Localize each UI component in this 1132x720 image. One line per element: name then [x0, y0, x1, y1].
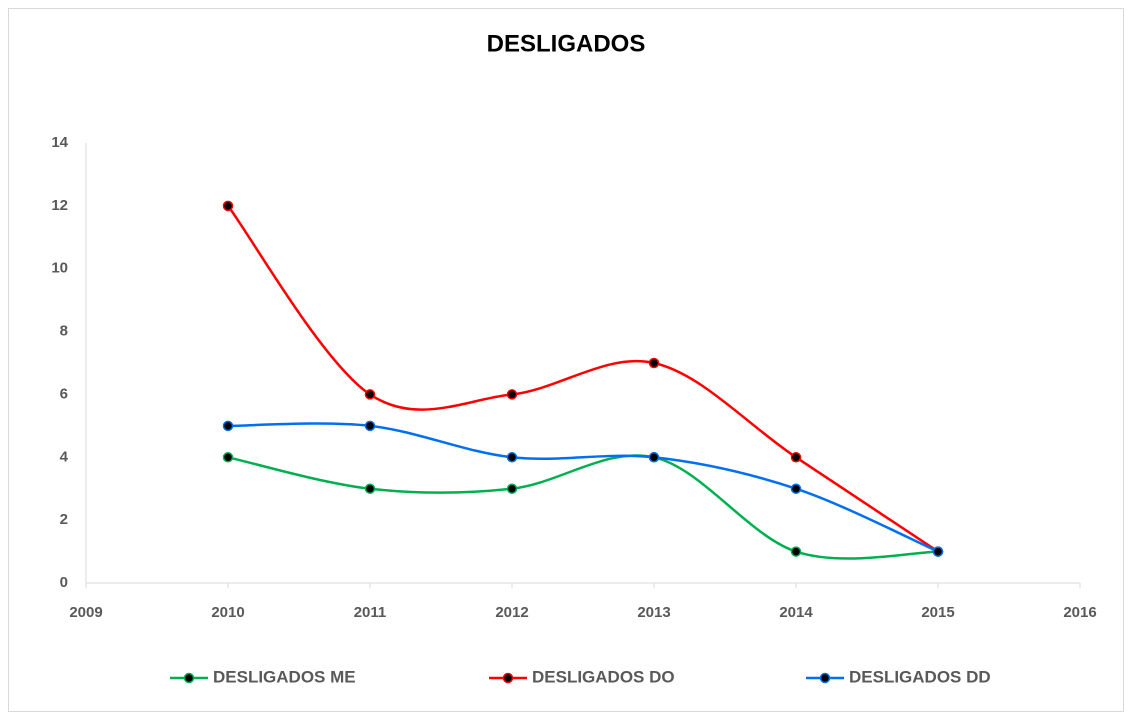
point — [506, 389, 518, 400]
point — [506, 483, 518, 494]
point — [932, 546, 944, 557]
legend-marker — [183, 672, 195, 684]
y-tick-label: 12 — [51, 197, 68, 214]
x-tick-label: 2016 — [1063, 604, 1096, 621]
x-tick-label: 2011 — [354, 604, 387, 621]
x-tick-label: 2014 — [779, 604, 813, 621]
point — [364, 483, 376, 494]
chart-border — [8, 8, 1124, 712]
chart-title: DESLIGADOS — [487, 30, 646, 57]
point — [222, 200, 234, 212]
legend-label: DESLIGADOS ME — [213, 667, 356, 686]
y-tick-label: 6 — [60, 385, 68, 402]
x-tick-label: 2010 — [211, 604, 244, 621]
y-tick-label: 14 — [51, 134, 68, 151]
series-line — [227, 454, 939, 560]
y-tick-label: 10 — [51, 260, 68, 277]
x-tick-label: 2012 — [495, 604, 528, 621]
point — [364, 389, 376, 400]
x-tick-label: 2013 — [637, 604, 670, 621]
point — [222, 420, 234, 432]
point — [648, 357, 660, 369]
series-line — [227, 422, 939, 553]
point — [364, 420, 376, 432]
y-tick-label: 2 — [60, 511, 68, 528]
point — [790, 483, 802, 494]
point — [648, 452, 660, 463]
point — [790, 546, 802, 557]
legend-label: DESLIGADOS DO — [532, 667, 675, 686]
point — [222, 452, 234, 463]
x-tick-label: 2015 — [921, 604, 954, 621]
y-tick-label: 4 — [60, 448, 69, 465]
x-tick-label: 2009 — [69, 604, 102, 621]
legend-marker — [819, 672, 831, 684]
series-line — [227, 205, 939, 553]
y-tick-label: 8 — [60, 323, 68, 340]
point — [506, 452, 518, 463]
legend-label: DESLIGADOS DD — [849, 667, 991, 686]
y-tick-label: 0 — [60, 574, 68, 591]
point — [790, 452, 802, 463]
legend-marker — [502, 672, 514, 684]
